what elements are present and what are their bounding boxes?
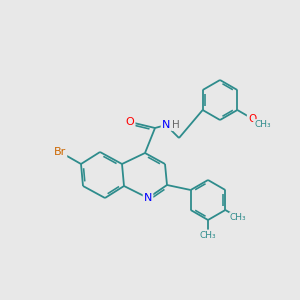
Text: N: N: [162, 120, 170, 130]
Text: CH₃: CH₃: [254, 120, 271, 129]
Text: O: O: [126, 117, 134, 127]
Text: CH₃: CH₃: [230, 213, 247, 222]
Text: CH₃: CH₃: [200, 230, 216, 239]
Text: N: N: [144, 193, 152, 203]
Text: Br: Br: [54, 147, 66, 157]
Text: H: H: [172, 120, 180, 130]
Text: O: O: [248, 113, 256, 124]
